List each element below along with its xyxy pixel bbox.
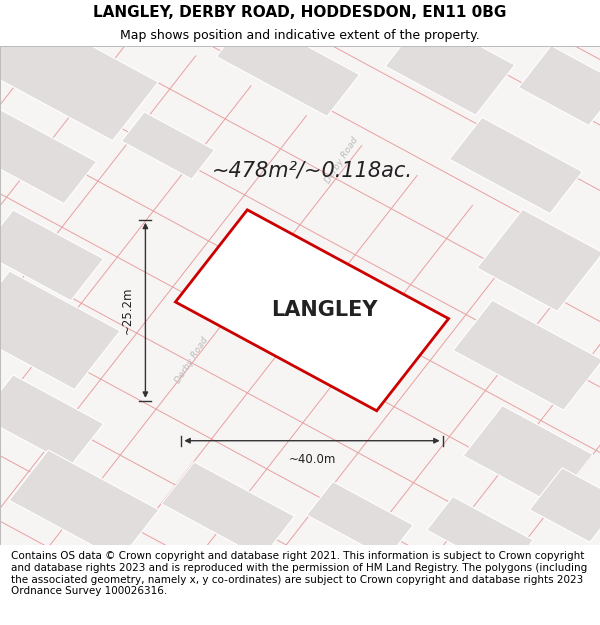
Polygon shape — [385, 16, 515, 115]
Polygon shape — [0, 375, 104, 466]
Polygon shape — [9, 450, 159, 560]
Polygon shape — [427, 496, 533, 574]
Text: Contains OS data © Crown copyright and database right 2021. This information is : Contains OS data © Crown copyright and d… — [11, 551, 587, 596]
Text: Derby Road: Derby Road — [174, 336, 210, 385]
Text: Derby Road: Derby Road — [324, 136, 360, 185]
Polygon shape — [463, 406, 593, 505]
Polygon shape — [175, 210, 449, 411]
Polygon shape — [0, 210, 104, 301]
Polygon shape — [453, 300, 600, 410]
Polygon shape — [518, 46, 600, 126]
Text: Map shows position and indicative extent of the property.: Map shows position and indicative extent… — [120, 29, 480, 42]
Text: LANGLEY: LANGLEY — [271, 300, 377, 320]
Text: ~478m²/~0.118ac.: ~478m²/~0.118ac. — [212, 161, 413, 181]
Polygon shape — [0, 1, 158, 141]
Polygon shape — [477, 209, 600, 311]
Text: LANGLEY, DERBY ROAD, HODDESDON, EN11 0BG: LANGLEY, DERBY ROAD, HODDESDON, EN11 0BG — [94, 5, 506, 20]
Text: ~40.0m: ~40.0m — [289, 453, 335, 466]
Polygon shape — [307, 481, 413, 559]
Text: ~25.2m: ~25.2m — [121, 286, 133, 334]
Polygon shape — [161, 462, 295, 558]
Polygon shape — [0, 107, 97, 204]
Polygon shape — [121, 112, 215, 179]
Polygon shape — [0, 271, 120, 389]
Polygon shape — [217, 15, 359, 116]
Polygon shape — [449, 118, 583, 214]
Polygon shape — [529, 468, 600, 542]
